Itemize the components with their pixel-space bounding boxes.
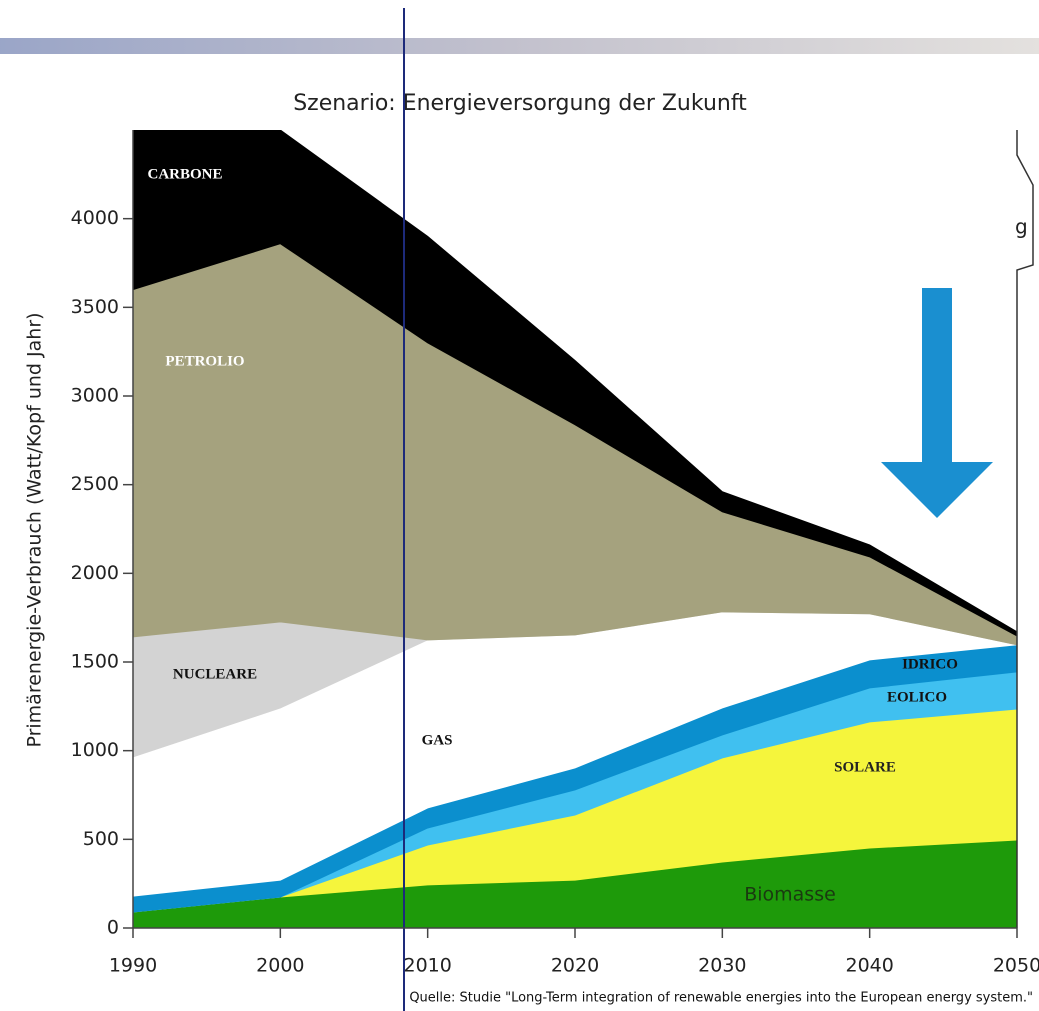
y-tick-label: 2000 bbox=[71, 562, 119, 584]
x-tick-label: 2010 bbox=[403, 955, 451, 977]
area bbox=[133, 130, 1017, 637]
x-tick-label: 2050 bbox=[993, 955, 1039, 977]
y-tick-label: 3000 bbox=[71, 385, 119, 407]
plot-area bbox=[133, 130, 1017, 928]
chart-title: Szenario: Energieversorgung der Zukunft bbox=[293, 91, 747, 116]
series-label: SOLARE bbox=[834, 759, 896, 775]
x-tick-label: 2040 bbox=[845, 955, 893, 977]
x-tick-label: 2030 bbox=[698, 955, 746, 977]
y-tick-label: 1500 bbox=[71, 651, 119, 673]
series-label: GAS bbox=[422, 732, 453, 748]
frame-bracket bbox=[1016, 130, 1034, 928]
annotation: g bbox=[1015, 215, 1028, 239]
series-label: PETROLIO bbox=[165, 353, 244, 369]
series-label: CARBONE bbox=[147, 166, 222, 182]
series-label: IDRICO bbox=[902, 656, 958, 672]
source-note: Quelle: Studie "Long-Term integration of… bbox=[409, 991, 1033, 1006]
header-strip bbox=[0, 38, 1039, 54]
y-tick-label: 3500 bbox=[71, 296, 119, 318]
y-axis-label: Primärenergie-Verbrauch (Watt/Kopf und J… bbox=[24, 312, 46, 747]
y-tick-label: 500 bbox=[83, 828, 119, 850]
series-label: Biomasse bbox=[744, 884, 836, 906]
series-label: EOLICO bbox=[887, 689, 947, 705]
x-tick-label: 1990 bbox=[109, 955, 157, 977]
y-tick-label: 2500 bbox=[71, 473, 119, 495]
down-arrow bbox=[881, 288, 993, 518]
y-tick-label: 1000 bbox=[71, 739, 119, 761]
area bbox=[133, 243, 1017, 646]
x-tick-label: 2020 bbox=[551, 955, 599, 977]
x-tick-label: 2000 bbox=[256, 955, 304, 977]
series-label: NUCLEARE bbox=[173, 666, 257, 682]
y-tick-label: 0 bbox=[107, 917, 119, 939]
y-tick-label: 4000 bbox=[71, 207, 119, 229]
